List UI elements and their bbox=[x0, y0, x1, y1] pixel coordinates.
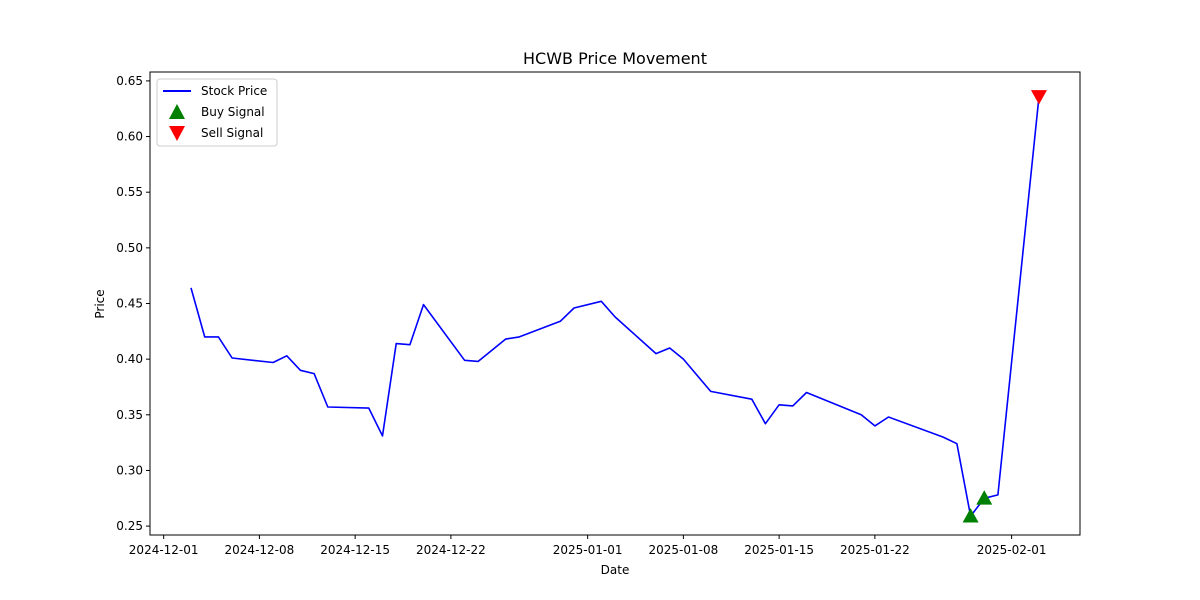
legend-label-buy-signal: Buy Signal bbox=[201, 105, 265, 119]
data-point-stock-price bbox=[366, 406, 371, 411]
x-axis-label: Date bbox=[601, 563, 630, 577]
data-point-stock-price bbox=[571, 305, 576, 310]
data-point-stock-price bbox=[462, 358, 467, 363]
legend-label-stock-price: Stock Price bbox=[201, 84, 267, 98]
x-tick-label: 2025-01-01 bbox=[553, 543, 623, 557]
marker-sell-signal bbox=[1030, 90, 1047, 105]
y-tick-label: 0.45 bbox=[116, 297, 143, 311]
legend-swatch-buy-signal bbox=[169, 104, 185, 119]
data-point-stock-price bbox=[613, 314, 618, 319]
data-point-stock-price bbox=[517, 334, 522, 339]
data-point-stock-price bbox=[298, 368, 303, 373]
chart-title: HCWB Price Movement bbox=[523, 49, 707, 68]
marker-buy-signal bbox=[962, 508, 979, 523]
data-point-stock-price bbox=[394, 341, 399, 346]
data-point-stock-price bbox=[941, 435, 946, 440]
data-point-stock-price bbox=[230, 356, 235, 361]
data-point-stock-price bbox=[777, 402, 782, 407]
data-point-stock-price bbox=[284, 353, 289, 358]
data-point-stock-price bbox=[859, 412, 864, 417]
data-point-stock-price bbox=[995, 492, 1000, 497]
data-point-stock-price bbox=[216, 334, 221, 339]
data-point-stock-price bbox=[380, 433, 385, 438]
x-axis: 2024-12-01 2024-12-08 2024-12-15 2024-12-22… bbox=[129, 535, 1047, 557]
data-point-stock-price bbox=[189, 285, 194, 290]
data-point-stock-price bbox=[749, 397, 754, 402]
data-point-stock-price bbox=[503, 337, 508, 342]
legend-swatch-sell-signal bbox=[169, 126, 185, 141]
data-point-stock-price bbox=[407, 342, 412, 347]
data-point-stock-price bbox=[790, 403, 795, 408]
marker-buy-signal bbox=[976, 490, 993, 505]
y-tick-label: 0.55 bbox=[116, 185, 143, 199]
data-point-stock-price bbox=[954, 441, 959, 446]
x-tick-label: 2024-12-15 bbox=[320, 543, 390, 557]
legend-box bbox=[156, 78, 278, 147]
data-point-stock-price bbox=[763, 421, 768, 426]
y-tick-label: 0.65 bbox=[116, 74, 143, 88]
series-layer bbox=[189, 90, 1047, 523]
data-point-stock-price bbox=[872, 423, 877, 428]
y-axis: 0.25 0.30 0.35 0.40 0.45 0.50 0.55 0.60 0.65 bbox=[116, 74, 150, 533]
data-point-stock-price bbox=[271, 360, 276, 365]
y-tick-label: 0.30 bbox=[116, 463, 143, 477]
y-tick-label: 0.35 bbox=[116, 408, 143, 422]
data-point-stock-price bbox=[708, 389, 713, 394]
data-point-stock-price bbox=[599, 299, 604, 304]
data-point-stock-price bbox=[654, 351, 659, 356]
plot-area: 2024-12-01 2024-12-08 2024-12-15 2024-12-22… bbox=[116, 71, 1081, 557]
data-point-stock-price bbox=[476, 359, 481, 364]
x-tick-label: 2024-12-08 bbox=[225, 543, 295, 557]
y-tick-label: 0.40 bbox=[116, 352, 143, 366]
x-tick-label: 2025-01-15 bbox=[744, 543, 814, 557]
x-tick-label: 2025-02-01 bbox=[977, 543, 1047, 557]
data-point-stock-price bbox=[421, 302, 426, 307]
data-point-stock-price bbox=[886, 415, 891, 420]
data-point-stock-price bbox=[202, 334, 207, 339]
legend: Stock Price Buy Signal Sell Signal bbox=[156, 78, 278, 147]
data-point-stock-price bbox=[681, 357, 686, 362]
data-point-stock-price bbox=[667, 346, 672, 351]
data-point-stock-price bbox=[804, 390, 809, 395]
legend-label-sell-signal: Sell Signal bbox=[201, 126, 263, 140]
y-axis-label: Price bbox=[93, 289, 107, 318]
y-tick-label: 0.60 bbox=[116, 130, 143, 144]
x-tick-label: 2025-01-22 bbox=[840, 543, 910, 557]
y-tick-label: 0.25 bbox=[116, 519, 143, 533]
data-point-stock-price bbox=[558, 319, 563, 324]
x-tick-label: 2024-12-01 bbox=[129, 543, 199, 557]
data-point-stock-price bbox=[325, 405, 330, 410]
y-tick-label: 0.50 bbox=[116, 241, 143, 255]
x-tick-label: 2025-01-08 bbox=[649, 543, 719, 557]
x-tick-label: 2024-12-22 bbox=[416, 543, 486, 557]
series-line-stock-price bbox=[190, 96, 1040, 517]
data-point-stock-price bbox=[312, 371, 317, 376]
